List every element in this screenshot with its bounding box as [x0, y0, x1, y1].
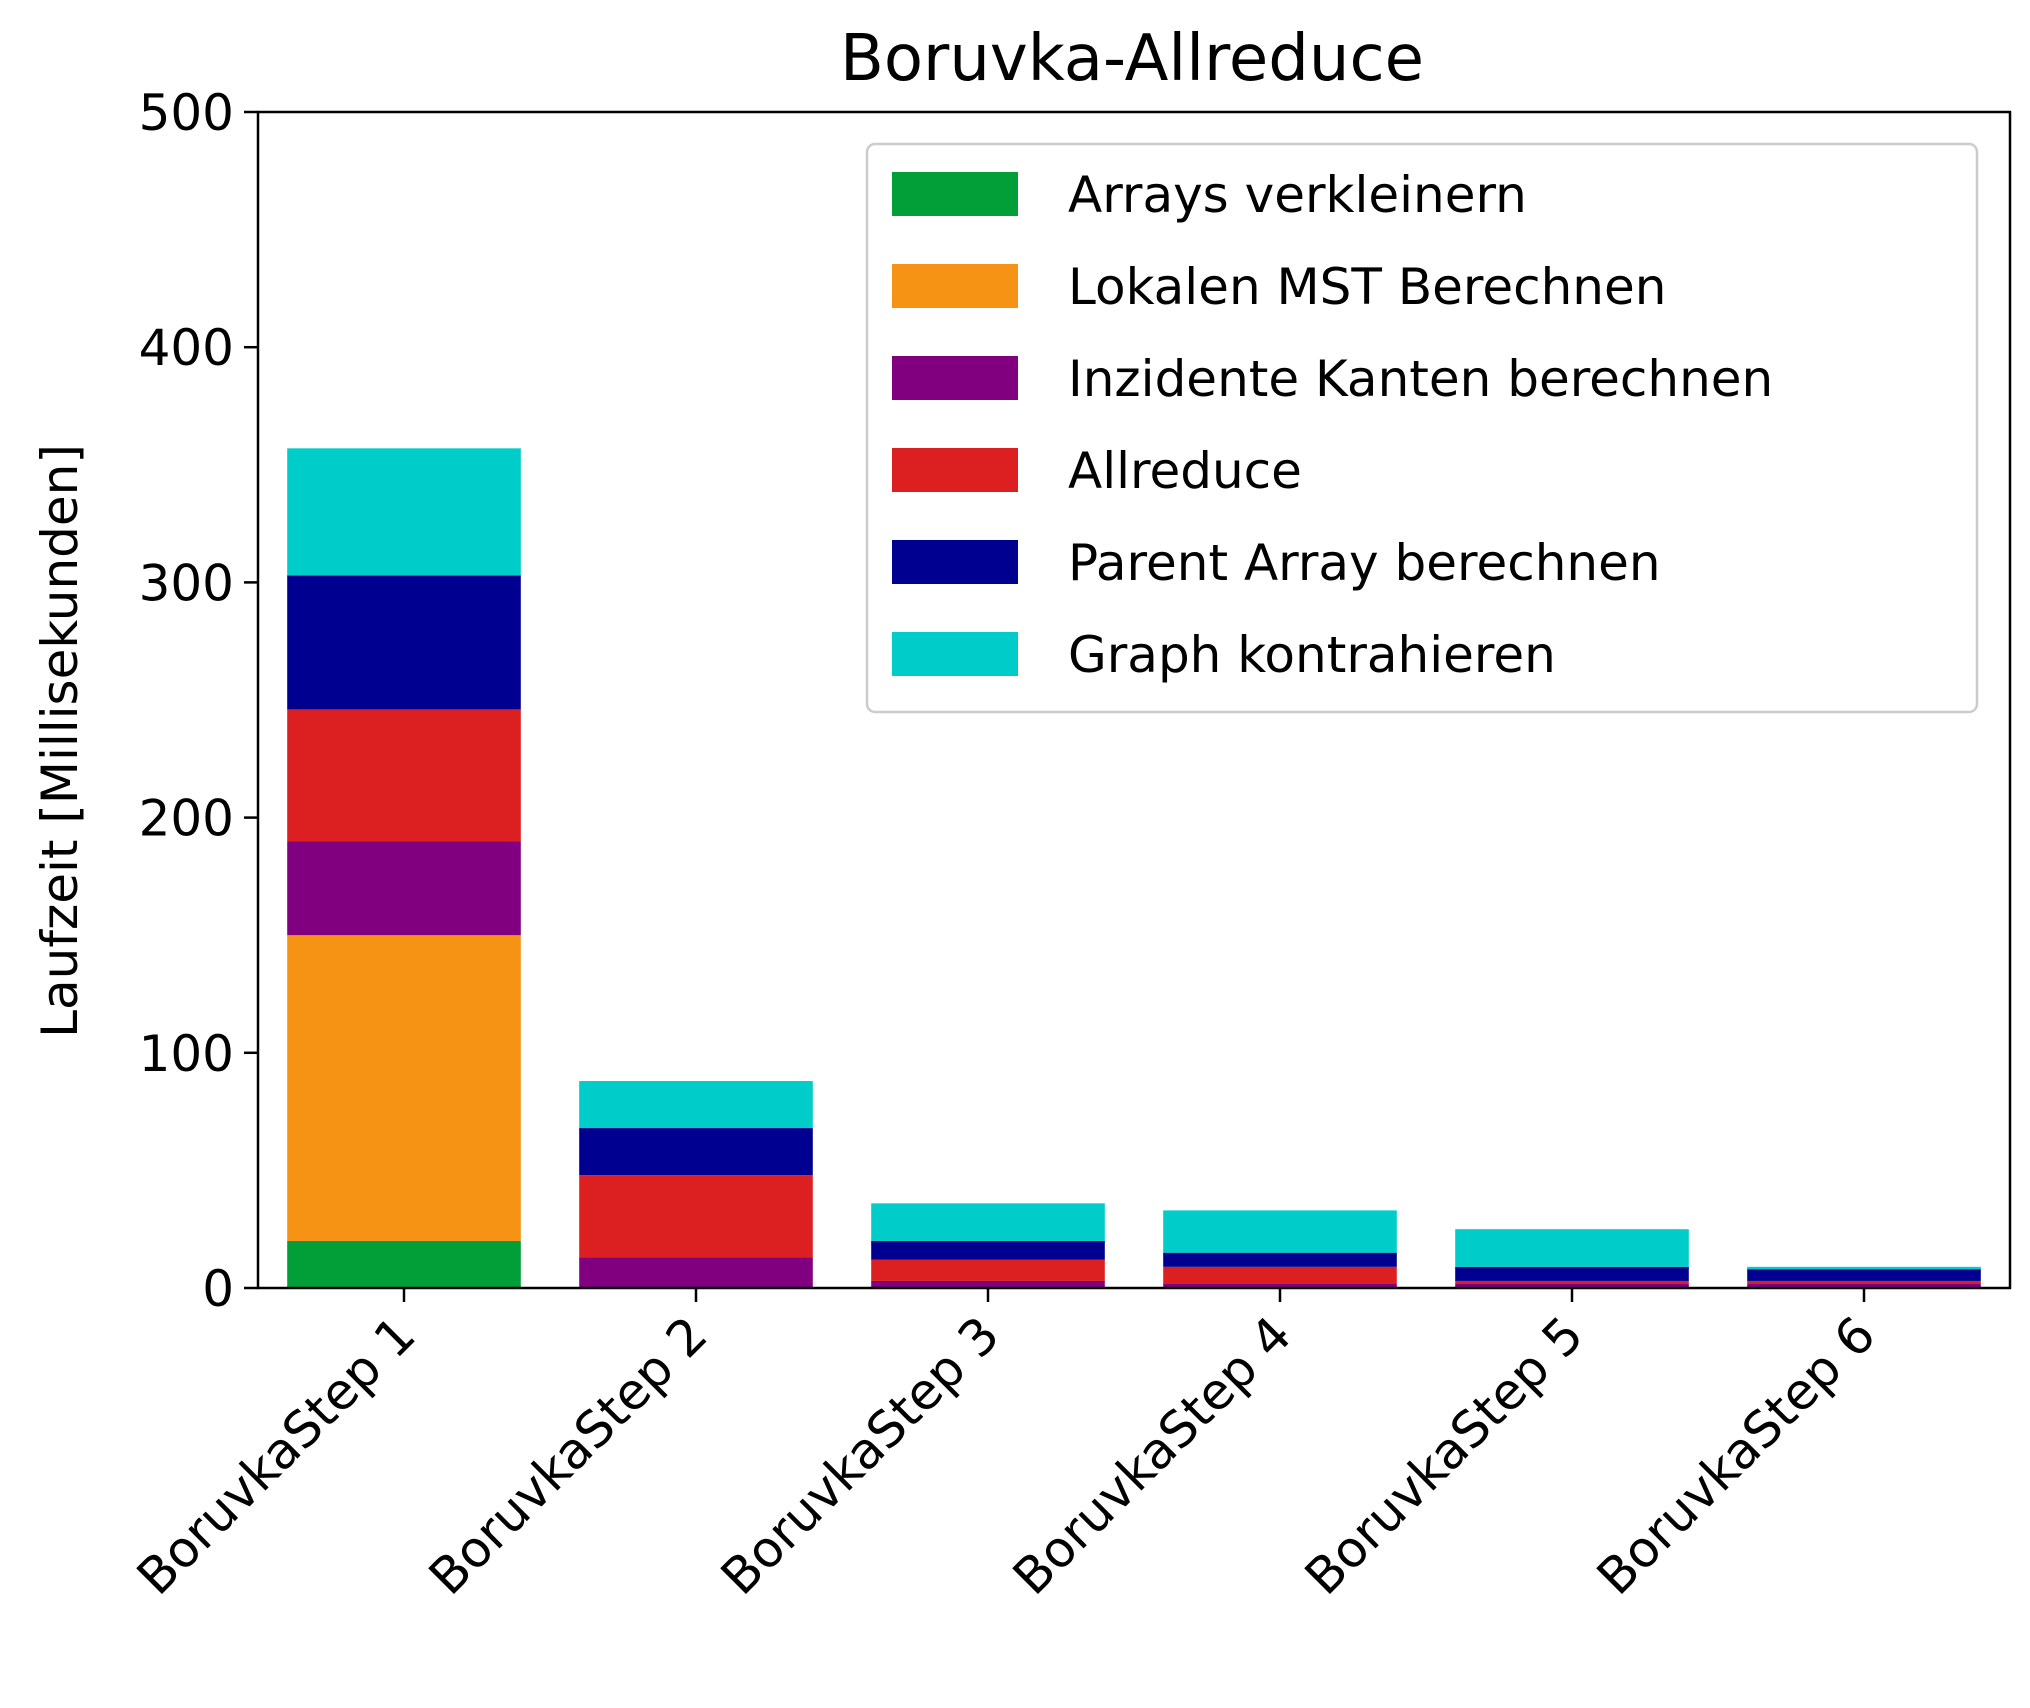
bar-segment: [579, 1175, 813, 1258]
legend-swatch: [892, 632, 1018, 676]
y-tick-label: 500: [139, 84, 234, 142]
bar-segment: [1455, 1283, 1689, 1288]
legend-swatch: [892, 264, 1018, 308]
bar-segment: [579, 1257, 813, 1288]
y-tick-label: 400: [139, 319, 234, 377]
bar-segment: [1747, 1266, 1981, 1270]
legend-swatch: [892, 356, 1018, 400]
bar-segment: [1455, 1229, 1689, 1267]
y-axis-label: Laufzeit [Millisekunden]: [31, 444, 89, 1038]
bar-segment: [287, 709, 521, 842]
legend-label: Arrays verkleinern: [1068, 166, 1527, 224]
y-tick-label: 100: [139, 1025, 234, 1083]
bar-segment: [579, 1128, 813, 1176]
legend-label: Lokalen MST Berechnen: [1068, 258, 1666, 316]
bar-segment: [871, 1203, 1105, 1241]
legend-label: Allreduce: [1068, 442, 1302, 500]
bar-segment: [1163, 1210, 1397, 1253]
bar-segment: [1163, 1283, 1397, 1288]
bar-segment: [871, 1280, 1105, 1288]
bar-segment: [1747, 1269, 1981, 1281]
legend-label: Inzidente Kanten berechnen: [1068, 350, 1773, 408]
legend-box: [865, 142, 1979, 714]
legend-swatch: [892, 540, 1018, 584]
legend-swatch: [892, 448, 1018, 492]
bar-segment: [287, 841, 521, 936]
bar-segment: [871, 1259, 1105, 1281]
bar-segment: [579, 1081, 813, 1129]
bar-segment: [1455, 1266, 1689, 1281]
chart-title: Boruvka-Allreduce: [840, 22, 1424, 96]
y-tick-label: 300: [139, 554, 234, 612]
legend-swatch: [892, 172, 1018, 216]
y-axis-ticks: 0 100 200 300 400 500: [139, 84, 258, 1318]
bar-segment: [1747, 1283, 1981, 1288]
bar-segment: [287, 575, 521, 710]
bar-segment: [1455, 1280, 1689, 1284]
bar-segment: [1163, 1266, 1397, 1284]
bar-segment: [871, 1240, 1105, 1260]
bar-segment: [1163, 1252, 1397, 1267]
y-tick-label: 0: [202, 1260, 234, 1318]
plot-frame: [256, 110, 2012, 1290]
bar-segment: [287, 448, 521, 576]
legend-label: Parent Array berechnen: [1068, 534, 1661, 592]
y-tick-label: 200: [139, 790, 234, 848]
bar-segment: [287, 935, 521, 1241]
bar-segment: [1747, 1280, 1981, 1284]
legend-label: Graph kontrahieren: [1068, 626, 1556, 684]
bars: [287, 448, 1981, 1288]
bar-segment: [287, 1240, 521, 1288]
legend: Arrays verkleinern Lokalen MST Berechnen I…: [865, 142, 1979, 714]
